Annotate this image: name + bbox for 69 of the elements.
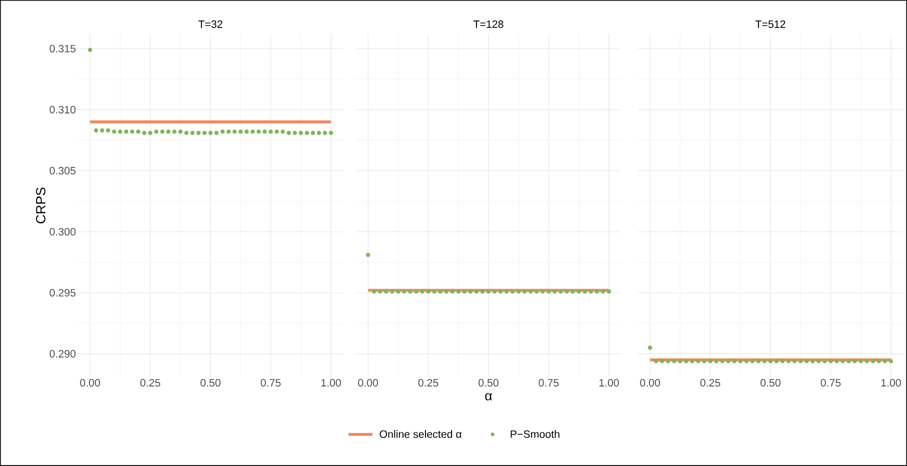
point bbox=[112, 130, 116, 134]
x-axis-title: α bbox=[485, 393, 492, 400]
x-tick-label: 1.00 bbox=[881, 379, 901, 387]
point bbox=[256, 130, 261, 134]
chart-title: T=128 bbox=[473, 20, 504, 28]
point bbox=[208, 130, 213, 135]
y-tick-label: 0.300 bbox=[50, 228, 76, 236]
y-tick-label: 0.315 bbox=[50, 44, 76, 52]
x-tick-label: 1.00 bbox=[599, 379, 619, 387]
point bbox=[166, 130, 170, 134]
point bbox=[238, 130, 243, 134]
point bbox=[274, 130, 279, 134]
y-tick-label: 0.295 bbox=[50, 288, 76, 297]
point bbox=[298, 130, 303, 135]
point bbox=[250, 130, 255, 134]
point bbox=[130, 130, 134, 134]
point bbox=[142, 130, 146, 135]
x-tick-label: 0.75 bbox=[260, 379, 281, 387]
point bbox=[226, 130, 231, 134]
x-tick-label: 0.25 bbox=[418, 379, 438, 387]
point bbox=[94, 128, 98, 133]
x-tick-label: 0.50 bbox=[478, 379, 498, 387]
x-tick-label: 0.75 bbox=[820, 379, 841, 387]
x-tick-label: 1.00 bbox=[321, 379, 341, 387]
point bbox=[100, 128, 104, 133]
point bbox=[190, 130, 195, 135]
point bbox=[184, 130, 189, 135]
x-tick-label: 0.75 bbox=[538, 379, 559, 387]
chart-title: T=32 bbox=[198, 20, 222, 28]
x-tick-label: 0.00 bbox=[80, 379, 100, 387]
point bbox=[124, 130, 128, 134]
point bbox=[232, 130, 237, 134]
point bbox=[172, 130, 177, 134]
x-tick-label: 0.50 bbox=[200, 379, 220, 387]
x-tick-label: 0.25 bbox=[140, 379, 160, 387]
point bbox=[88, 48, 92, 52]
point bbox=[322, 130, 328, 135]
point bbox=[118, 130, 122, 134]
point bbox=[262, 130, 267, 134]
point bbox=[304, 130, 310, 135]
point bbox=[106, 128, 110, 133]
chart-title: T=512 bbox=[755, 20, 786, 28]
x-tick-label: 0.50 bbox=[760, 379, 780, 387]
point bbox=[280, 130, 285, 134]
point bbox=[286, 130, 291, 135]
point bbox=[220, 130, 225, 134]
x-tick-label: 0.25 bbox=[700, 379, 720, 387]
point bbox=[310, 130, 316, 135]
legend-label: Online selected α bbox=[380, 430, 462, 438]
point bbox=[160, 130, 164, 134]
y-tick-label: 0.305 bbox=[50, 166, 76, 174]
point bbox=[202, 130, 207, 135]
point bbox=[136, 130, 140, 134]
y-tick-label: 0.310 bbox=[50, 106, 76, 114]
point bbox=[244, 130, 249, 134]
x-tick-label: 0.00 bbox=[358, 379, 378, 387]
x-tick-label: 0.00 bbox=[640, 379, 660, 387]
point bbox=[328, 130, 334, 135]
point bbox=[154, 130, 158, 134]
point bbox=[178, 130, 183, 134]
y-tick-label: 0.290 bbox=[50, 350, 76, 358]
point bbox=[214, 130, 219, 135]
point bbox=[196, 130, 201, 135]
point bbox=[148, 130, 152, 135]
point bbox=[268, 130, 273, 134]
point bbox=[292, 130, 297, 135]
legend-label: P−Smooth bbox=[510, 430, 560, 438]
y-axis-title: CRPS bbox=[36, 188, 46, 224]
point bbox=[316, 130, 322, 135]
